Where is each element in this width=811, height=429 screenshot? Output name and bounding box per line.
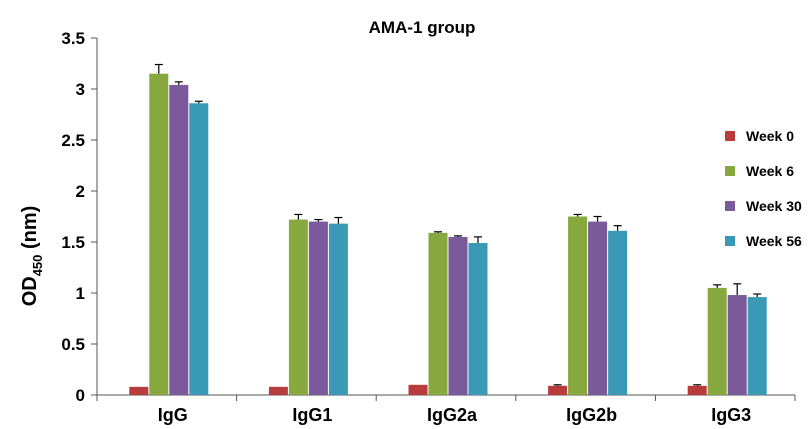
y-tick-label: 0 (76, 386, 85, 405)
bar (408, 384, 428, 395)
y-axis-label-main: OD (19, 276, 41, 306)
legend-swatch (725, 131, 735, 141)
x-tick-label: IgG (158, 405, 188, 425)
legend-label: Week 56 (746, 233, 802, 249)
bar (727, 295, 747, 395)
bar (747, 297, 767, 395)
error-bars (154, 63, 762, 386)
bar (707, 287, 727, 395)
legend-label: Week 0 (746, 128, 794, 144)
y-tick-label: 1 (76, 284, 85, 303)
bar (268, 386, 288, 395)
bar (428, 232, 448, 395)
bars (129, 73, 767, 396)
bar (288, 219, 308, 395)
y-tick-label: 2 (76, 182, 85, 201)
x-tick-label: IgG2b (566, 405, 617, 425)
x-tick-label: IgG3 (711, 405, 751, 425)
x-tick-label: IgG2a (427, 405, 478, 425)
y-tick-label: 3.5 (61, 29, 85, 48)
axes (91, 37, 796, 401)
bar (149, 73, 169, 395)
y-tick-label: 1.5 (61, 233, 85, 252)
svg-text:OD450 (nm): OD450 (nm) (19, 206, 45, 307)
bar (308, 221, 328, 395)
bar (448, 236, 468, 395)
legend-swatch (725, 236, 735, 246)
bar (588, 221, 608, 395)
bar (548, 385, 568, 395)
y-tick-label: 0.5 (61, 335, 85, 354)
x-tick-label: IgG1 (292, 405, 332, 425)
legend-swatch (725, 201, 735, 211)
legend-label: Week 30 (746, 198, 802, 214)
legend-swatch (725, 166, 735, 176)
y-axis-label-subscript: 450 (30, 255, 45, 277)
tick-labels: 0 0.5 1 1.5 2 2.5 3 3.5 IgG IgG1 IgG2a IgG2b IgG3 (61, 29, 751, 425)
legend: Week 0 Week 6 Week 30 Week 56 (725, 128, 802, 249)
bar (169, 84, 189, 396)
y-axis-label: OD450 (nm) (19, 206, 45, 307)
bar (129, 386, 149, 395)
bar (189, 103, 209, 395)
y-tick-label: 2.5 (61, 131, 85, 150)
bar (608, 230, 628, 395)
y-tick-label: 3 (76, 80, 85, 99)
y-axis-label-unit-text: (nm) (19, 206, 41, 249)
bar (687, 385, 707, 395)
bar (568, 216, 588, 395)
bar (328, 223, 348, 395)
legend-label: Week 6 (746, 163, 794, 179)
chart-title: AMA-1 group (369, 18, 476, 37)
bar (468, 243, 488, 395)
